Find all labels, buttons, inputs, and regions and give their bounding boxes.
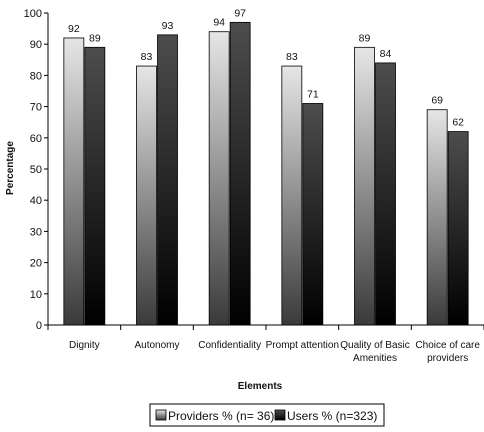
y-tick-label: 70: [30, 102, 42, 114]
x-tick-label: Choice of care providers: [415, 340, 480, 364]
y-tick-label: 10: [30, 289, 42, 301]
data-label-providers: 83: [286, 51, 298, 63]
x-tick-label-line: Prompt attention: [266, 340, 339, 351]
legend-swatch-providers: [155, 409, 167, 421]
legend: Providers % (n= 36) Users % (n=323): [149, 403, 385, 427]
x-tick-label-line: Dignity: [69, 340, 100, 351]
bar-providers: [354, 46, 375, 326]
y-tick-label: 20: [30, 258, 42, 270]
data-label-users: 89: [89, 32, 101, 44]
y-tick-label: 60: [30, 133, 42, 145]
data-label-users: 84: [380, 48, 392, 60]
data-label-providers: 94: [213, 17, 225, 29]
data-label-users: 62: [452, 117, 464, 129]
bar-users: [302, 103, 324, 326]
x-tick-label: Quality of Basic Amenities: [340, 340, 409, 364]
bar-users: [84, 46, 106, 326]
y-tick-label: 0: [36, 320, 42, 332]
x-tick-label-line: Choice of care: [415, 340, 480, 351]
legend-label-providers: Providers % (n= 36): [168, 409, 274, 423]
data-label-users: 71: [307, 88, 319, 100]
bar-users: [229, 21, 251, 326]
x-tick-label-line: Confidentiality: [198, 340, 261, 351]
legend-swatch-users: [274, 409, 286, 421]
x-tick-label-line: Quality of Basic: [340, 340, 409, 351]
y-tick-label: 100: [24, 8, 42, 20]
y-tick-label: 90: [30, 39, 42, 51]
data-label-providers: 89: [359, 32, 371, 44]
data-label-users: 97: [234, 7, 246, 19]
y-tick-label: 40: [30, 195, 42, 207]
bar-users: [375, 62, 396, 326]
x-tick-label: Prompt attention: [266, 340, 339, 351]
data-label-providers: 92: [68, 23, 80, 35]
x-tick-label: Dignity: [69, 340, 100, 351]
y-tick-label: 50: [30, 164, 42, 176]
data-label-providers: 83: [141, 51, 153, 63]
x-tick-label-line: Amenities: [353, 353, 397, 364]
x-tick-label-line: Autonomy: [134, 340, 179, 351]
bar-providers: [426, 109, 448, 326]
bar-users: [157, 34, 178, 326]
bar-users: [447, 131, 469, 326]
x-tick-label: Confidentiality: [198, 340, 261, 351]
x-tick-label-line: providers: [427, 353, 468, 364]
x-tick-label: Autonomy: [134, 340, 179, 351]
bar-providers: [63, 37, 85, 326]
y-axis-title: Percentage: [5, 141, 16, 195]
y-tick-label: 30: [30, 226, 42, 238]
x-axis-title: Elements: [238, 381, 283, 392]
bar-providers: [208, 31, 230, 326]
bar-providers: [136, 65, 157, 326]
bar-providers: [281, 65, 303, 326]
data-label-providers: 69: [431, 95, 443, 107]
legend-label-users: Users % (n=323): [287, 409, 377, 423]
data-label-users: 93: [162, 20, 174, 32]
y-tick-label: 80: [30, 70, 42, 82]
legend-border: [149, 403, 385, 427]
